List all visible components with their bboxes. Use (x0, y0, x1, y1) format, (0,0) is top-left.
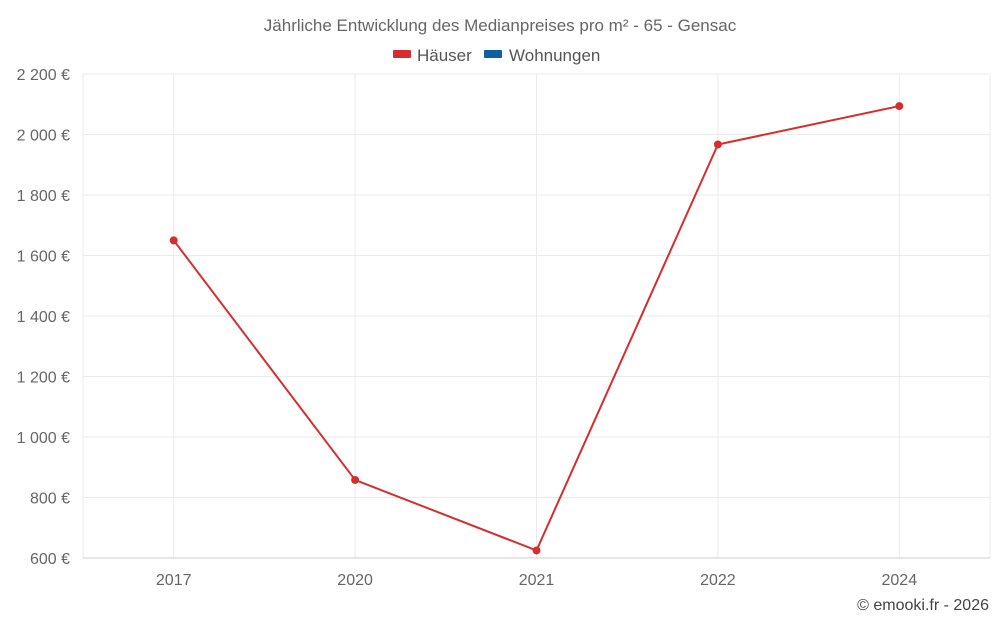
series-layer (169, 102, 904, 555)
y-tick-label: 1 600 € (17, 249, 70, 266)
grid (82, 73, 991, 558)
data-point[interactable] (169, 236, 178, 245)
x-tick-label: 2024 (882, 572, 918, 589)
x-axis: 2017 2020 2021 2022 2024 (83, 557, 990, 589)
y-axis: 600 € 800 € 1 000 € 1 200 € 1 400 € 1 600 € 1 … (17, 67, 70, 568)
legend-swatch-wohnungen (484, 50, 502, 58)
legend-item-wohnungen[interactable]: Wohnungen (484, 46, 600, 65)
y-tick-label: 800 € (30, 491, 70, 508)
y-tick-label: 1 200 € (17, 370, 70, 387)
data-point[interactable] (351, 475, 360, 484)
legend-label-wohnungen: Wohnungen (509, 46, 600, 65)
legend-label-haeuser: Häuser (417, 46, 472, 65)
y-tick-label: 1 800 € (17, 188, 70, 205)
data-point[interactable] (895, 102, 904, 111)
y-tick-label: 2 000 € (17, 128, 70, 145)
y-tick-label: 2 200 € (17, 67, 70, 84)
x-tick-label: 2021 (519, 572, 555, 589)
y-tick-label: 600 € (30, 551, 70, 568)
x-tick-label: 2022 (700, 572, 736, 589)
x-tick-label: 2020 (337, 572, 373, 589)
legend: Häuser Wohnungen (393, 46, 600, 65)
data-point[interactable] (713, 140, 722, 149)
legend-item-haeuser[interactable]: Häuser (393, 46, 472, 65)
y-tick-label: 1 400 € (17, 309, 70, 326)
data-point[interactable] (532, 546, 541, 555)
x-tick-label: 2017 (156, 572, 192, 589)
y-tick-label: 1 000 € (17, 430, 70, 447)
chart-title: Jährliche Entwicklung des Medianpreises … (264, 16, 737, 35)
legend-swatch-haeuser (393, 50, 411, 58)
footer-credit: © emooki.fr - 2026 (857, 597, 989, 614)
